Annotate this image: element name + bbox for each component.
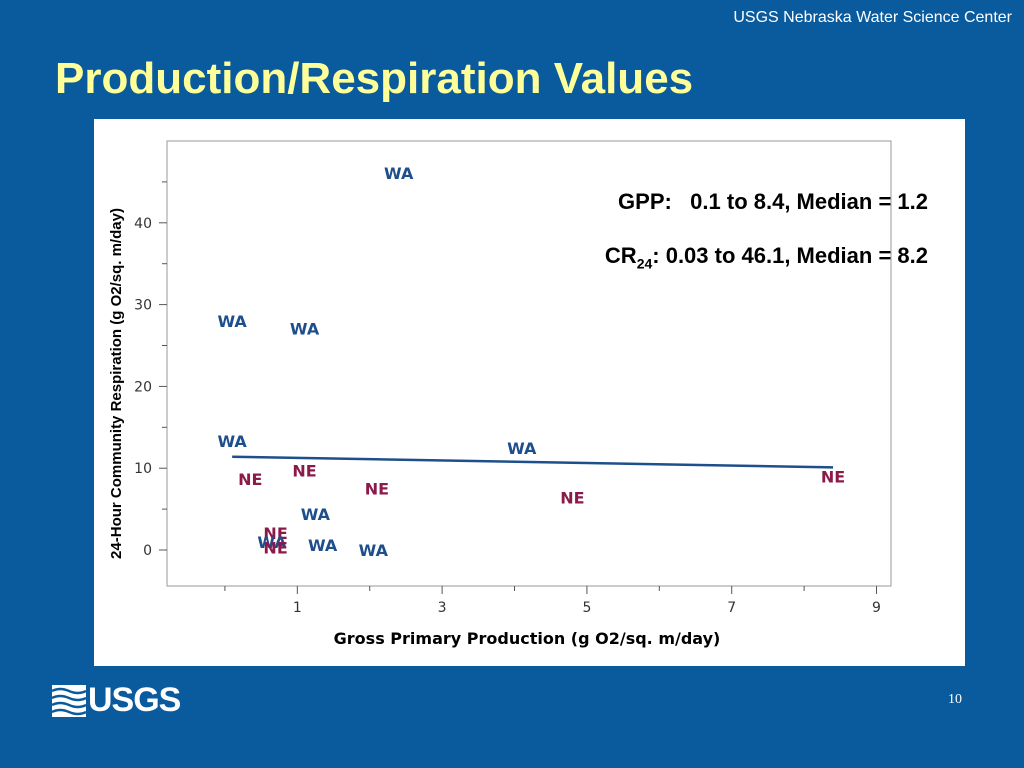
point-label-ne: NE xyxy=(560,489,584,508)
usgs-logo-text: USGS xyxy=(88,681,181,719)
plot-frame xyxy=(166,140,892,587)
slide-title: Production/Respiration Values xyxy=(55,54,694,103)
point-label-wa: WA xyxy=(384,164,414,183)
gpp-annotation: GPP: 0.1 to 8.4, Median = 1.2 xyxy=(618,189,928,215)
page-number: 10 xyxy=(948,692,962,707)
point-label-ne: NE xyxy=(263,539,287,558)
x-tick-label: 1 xyxy=(293,600,302,616)
point-label-wa: WA xyxy=(359,541,389,560)
point-label-wa: WA xyxy=(290,319,320,338)
chart-panel: 1 3 5 7 9 0 10 20 30 40 Gross Primary Production (… xyxy=(94,119,965,666)
gpp-annotation-label: GPP: xyxy=(618,189,672,214)
point-label-ne: NE xyxy=(365,480,389,499)
point-label-wa: WA xyxy=(308,536,338,555)
y-tick-label: 40 xyxy=(134,216,152,232)
point-label-wa: WA xyxy=(218,432,248,451)
point-label-ne: NE xyxy=(292,462,316,481)
point-label-wa: WA xyxy=(218,312,248,331)
point-label-ne: NE xyxy=(238,470,262,489)
x-tick-label: 5 xyxy=(582,600,591,616)
y-tick-label: 30 xyxy=(134,298,152,314)
x-tick-label: 3 xyxy=(438,600,447,616)
point-label-wa: WA xyxy=(257,533,287,552)
cr-annotation-text: : 0.03 to 46.1, Median = 8.2 xyxy=(652,243,928,268)
cr-annotation: CR24: 0.03 to 46.1, Median = 8.2 xyxy=(605,243,928,271)
scatter-chart: 1 3 5 7 9 0 10 20 30 40 Gross Primary Production (… xyxy=(108,140,892,648)
point-label-ne: NE xyxy=(821,467,845,486)
y-tick-label: 10 xyxy=(134,461,152,477)
x-axis-label: Gross Primary Production (g O2/sq. m/day… xyxy=(334,629,721,648)
point-label-wa: WA xyxy=(507,439,537,458)
trend-line xyxy=(232,455,834,469)
x-tick-label: 7 xyxy=(727,600,736,616)
point-label-wa: WA xyxy=(301,505,331,524)
header-org-name: USGS Nebraska Water Science Center xyxy=(733,9,1012,26)
x-tick-label: 9 xyxy=(872,600,881,616)
point-label-ne: NE xyxy=(263,524,287,543)
y-tick-label: 0 xyxy=(143,543,152,559)
usgs-logo: USGS xyxy=(52,681,181,720)
y-axis-label: 24-Hour Community Respiration (g O2/sq. … xyxy=(108,208,125,559)
usgs-wave-icon xyxy=(52,684,86,717)
y-tick-label: 20 xyxy=(134,379,152,395)
cr-annotation-label: CR xyxy=(604,243,637,268)
gpp-annotation-text: 0.1 to 8.4, Median = 1.2 xyxy=(690,189,928,214)
cr-annotation-subscript: 24 xyxy=(636,255,653,272)
